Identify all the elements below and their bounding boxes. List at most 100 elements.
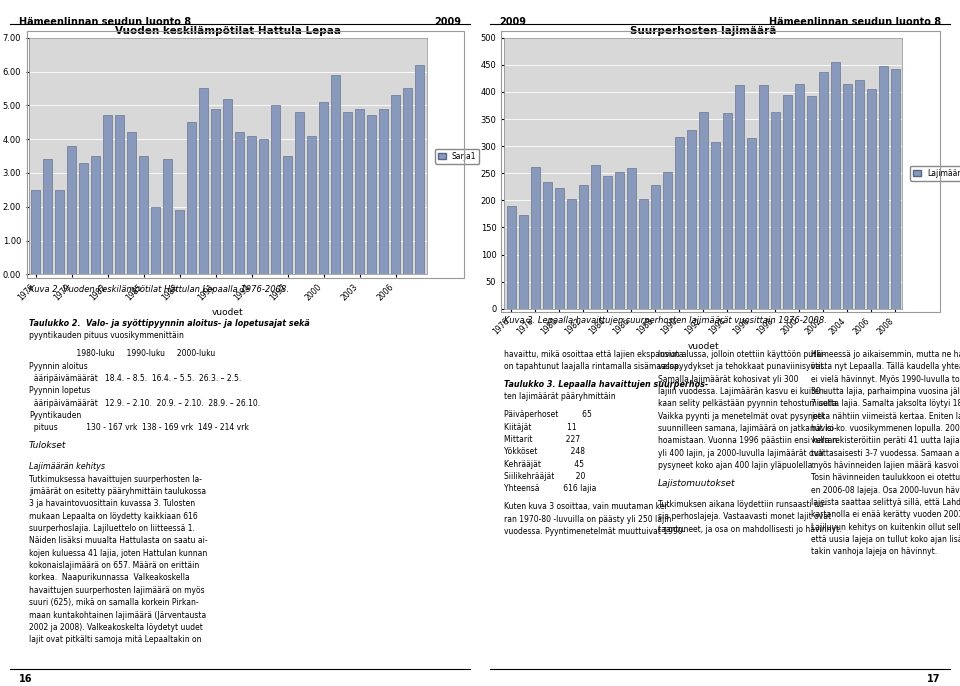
Text: jotka nähtiin viimeistä kertaa. Eniten lajeja: jotka nähtiin viimeistä kertaa. Eniten l… (811, 412, 960, 421)
Text: 3 ja havaintovuosittain kuvassa 3. Tulosten: 3 ja havaintovuosittain kuvassa 3. Tulos… (29, 499, 195, 508)
Text: havaittujen suurperhosten lajimäärä on myös: havaittujen suurperhosten lajimäärä on m… (29, 586, 204, 595)
Text: hävisi ko. vuosikymmenen lopulla. 2000-lu-: hävisi ko. vuosikymmenen lopulla. 2000-l… (811, 424, 960, 433)
Bar (819, 73, 828, 309)
Bar (651, 185, 660, 309)
Text: Tosin hävinneiden taulukkoon ei otettu vuosi-: Tosin hävinneiden taulukkoon ei otettu v… (811, 473, 960, 482)
Text: kojen kuluessa 41 lajia, joten Hattulan kunnan: kojen kuluessa 41 lajia, joten Hattulan … (29, 549, 207, 558)
Text: pysyneet koko ajan 400 lajin yläpuolella.: pysyneet koko ajan 400 lajin yläpuolella… (658, 461, 814, 470)
Title: Vuoden keskilämpötilat Hattula Lepaa: Vuoden keskilämpötilat Hattula Lepaa (115, 25, 341, 36)
Text: Yökköset              248: Yökköset 248 (504, 447, 585, 456)
Bar (566, 199, 576, 309)
Bar (830, 62, 840, 309)
Text: 17: 17 (927, 674, 941, 684)
Text: 1980-luku     1990-luku     2000-luku: 1980-luku 1990-luku 2000-luku (29, 349, 215, 358)
Text: Tutkimuksessa havaittujen suurperhosten la-: Tutkimuksessa havaittujen suurperhosten … (29, 475, 202, 484)
Text: myös hävinneiden lajien määrä kasvoi 25:en.: myös hävinneiden lajien määrä kasvoi 25:… (811, 461, 960, 470)
Bar (355, 108, 365, 274)
Text: Lajiluvun kehitys on kuitenkin ollut sellainen,: Lajiluvun kehitys on kuitenkin ollut sel… (811, 523, 960, 532)
Bar (152, 206, 160, 274)
Bar (115, 115, 125, 274)
Bar (272, 106, 280, 274)
Bar (416, 64, 424, 274)
Bar (296, 112, 304, 274)
Text: vuodessa. Pyyntimenetelmät muuttuivat 1990-: vuodessa. Pyyntimenetelmät muuttuivat 19… (504, 527, 685, 536)
Bar (187, 122, 197, 274)
Text: havaittu, mikä osoittaa että lajien ekspansiota: havaittu, mikä osoittaa että lajien eksp… (504, 350, 684, 359)
Text: Tutkimuksen aikana löydettiin runsaasti uu-: Tutkimuksen aikana löydettiin runsaasti … (658, 500, 827, 509)
Bar (531, 167, 540, 309)
Bar (307, 136, 317, 274)
Bar (627, 168, 636, 309)
Text: Kuten kuva 3 osoittaa, vain muutaman ker-: Kuten kuva 3 osoittaa, vain muutaman ker… (504, 502, 670, 511)
Bar (758, 86, 768, 309)
Bar (734, 86, 744, 309)
Bar (747, 138, 756, 309)
Text: hoamistaan. Vuonna 1996 päästiin ensi kerran: hoamistaan. Vuonna 1996 päästiin ensi ke… (658, 436, 837, 445)
Bar (507, 206, 516, 309)
Bar (104, 115, 112, 274)
Title: Suurperhosten lajimäärä: Suurperhosten lajimäärä (630, 25, 777, 36)
Text: 2002 ja 2008). Valkeakoskelta löydetyt uudet: 2002 ja 2008). Valkeakoskelta löydetyt u… (29, 623, 203, 632)
Bar (403, 88, 413, 274)
Text: suuri (625), mikä on samalla korkein Pirkan-: suuri (625), mikä on samalla korkein Pir… (29, 598, 199, 607)
Text: suunnilleen samana, lajimäärä on jatkanut ko-: suunnilleen samana, lajimäärä on jatkanu… (658, 424, 836, 433)
Bar (32, 190, 40, 274)
Bar (579, 185, 588, 309)
Bar (67, 146, 77, 274)
Bar (782, 95, 792, 309)
Bar (867, 89, 876, 309)
Text: valopyydykset ja tehokkaat punaviinisyötit.: valopyydykset ja tehokkaat punaviinisyöt… (658, 362, 826, 371)
Text: Pyynnin lopetus: Pyynnin lopetus (29, 386, 90, 395)
X-axis label: vuodet: vuodet (212, 307, 244, 317)
Text: Pyyntikauden: Pyyntikauden (29, 411, 81, 420)
Text: Lajimäärän kehitys: Lajimäärän kehitys (29, 462, 105, 471)
Text: 30 uutta lajia, parhaimpina vuosina jälleen 6-: 30 uutta lajia, parhaimpina vuosina jäll… (811, 387, 960, 396)
Bar (843, 84, 852, 309)
Text: ääripäivämäärät   18.4. – 8.5.  16.4. – 5.5.  26.3. – 2.5.: ääripäivämäärät 18.4. – 8.5. 16.4. – 5.5… (29, 374, 241, 383)
Bar (259, 139, 269, 274)
Text: Kehrääjät              45: Kehrääjät 45 (504, 460, 584, 469)
Text: maan kuntakohtainen lajimäärä (Järventausta: maan kuntakohtainen lajimäärä (Järventau… (29, 611, 206, 619)
Text: lajeista saattaa selittyä sillä, että Lahdentaan: lajeista saattaa selittyä sillä, että La… (811, 498, 960, 507)
Bar (699, 112, 708, 309)
Text: Näiden lisäksi muualta Hattulasta on saatu ai-: Näiden lisäksi muualta Hattulasta on saa… (29, 536, 207, 545)
Bar (331, 75, 341, 274)
Bar (235, 132, 245, 274)
Text: Yhteensä          616 lajia: Yhteensä 616 lajia (504, 484, 596, 493)
Text: Pyynnin aloitus: Pyynnin aloitus (29, 362, 87, 370)
Bar (392, 95, 400, 274)
Bar (163, 159, 173, 274)
Text: korkea.  Naapurikunnassa  Valkeakoskella: korkea. Naapurikunnassa Valkeakoskella (29, 573, 189, 582)
Text: Hämeenlinnan seudun luonto 8: Hämeenlinnan seudun luonto 8 (19, 17, 191, 27)
Text: Kiitäjät               11: Kiitäjät 11 (504, 423, 577, 431)
Bar (878, 66, 888, 309)
Legend: Lajimäärä: Lajimäärä (910, 165, 960, 181)
Bar (344, 112, 352, 274)
Bar (176, 210, 184, 274)
Bar (91, 156, 101, 274)
Text: luvun alussa, jolloin otettiin käyttöön putki-: luvun alussa, jolloin otettiin käyttöön … (658, 350, 826, 359)
Bar (795, 84, 804, 309)
Text: mukaan Lepaalta on löydetty kaikkiaan 616: mukaan Lepaalta on löydetty kaikkiaan 61… (29, 512, 198, 521)
Bar (662, 172, 672, 309)
Bar (128, 132, 136, 274)
Legend: Sarja1: Sarja1 (435, 148, 479, 164)
Bar (379, 108, 389, 274)
Text: suurperhoslajia. Lajiluettelo on liitteessä 1.: suurperhoslajia. Lajiluettelo on liittee… (29, 524, 195, 533)
Text: vulla rekisteröitiin peräti 41 uutta lajia, joita: vulla rekisteröitiin peräti 41 uutta laj… (811, 436, 960, 445)
Text: Hämeessä jo aikaisemmin, mutta ne havaittiin: Hämeessä jo aikaisemmin, mutta ne havait… (811, 350, 960, 359)
Bar (771, 112, 780, 309)
Bar (283, 156, 293, 274)
Bar (200, 88, 208, 274)
Bar (806, 96, 816, 309)
Bar (368, 115, 376, 274)
Text: Tulokset: Tulokset (29, 441, 66, 450)
Text: jimäärät on esitetty pääryhmittäin taulukossa: jimäärät on esitetty pääryhmittäin taulu… (29, 487, 206, 496)
Bar (854, 80, 864, 309)
Text: Kuva 2. Vuoden keskilämpötilat Hattulan Lepaalla 1976-2008.: Kuva 2. Vuoden keskilämpötilat Hattulan … (29, 285, 289, 294)
Bar (614, 172, 624, 309)
Text: yli 400 lajin, ja 2000-luvulla lajimäärät ovat: yli 400 lajin, ja 2000-luvulla lajimäärä… (658, 449, 826, 458)
Text: on tapahtunut laajalla rintamalla sisämaassa.: on tapahtunut laajalla rintamalla sisäma… (504, 362, 681, 371)
Text: 16: 16 (19, 674, 33, 684)
Bar (590, 165, 600, 309)
